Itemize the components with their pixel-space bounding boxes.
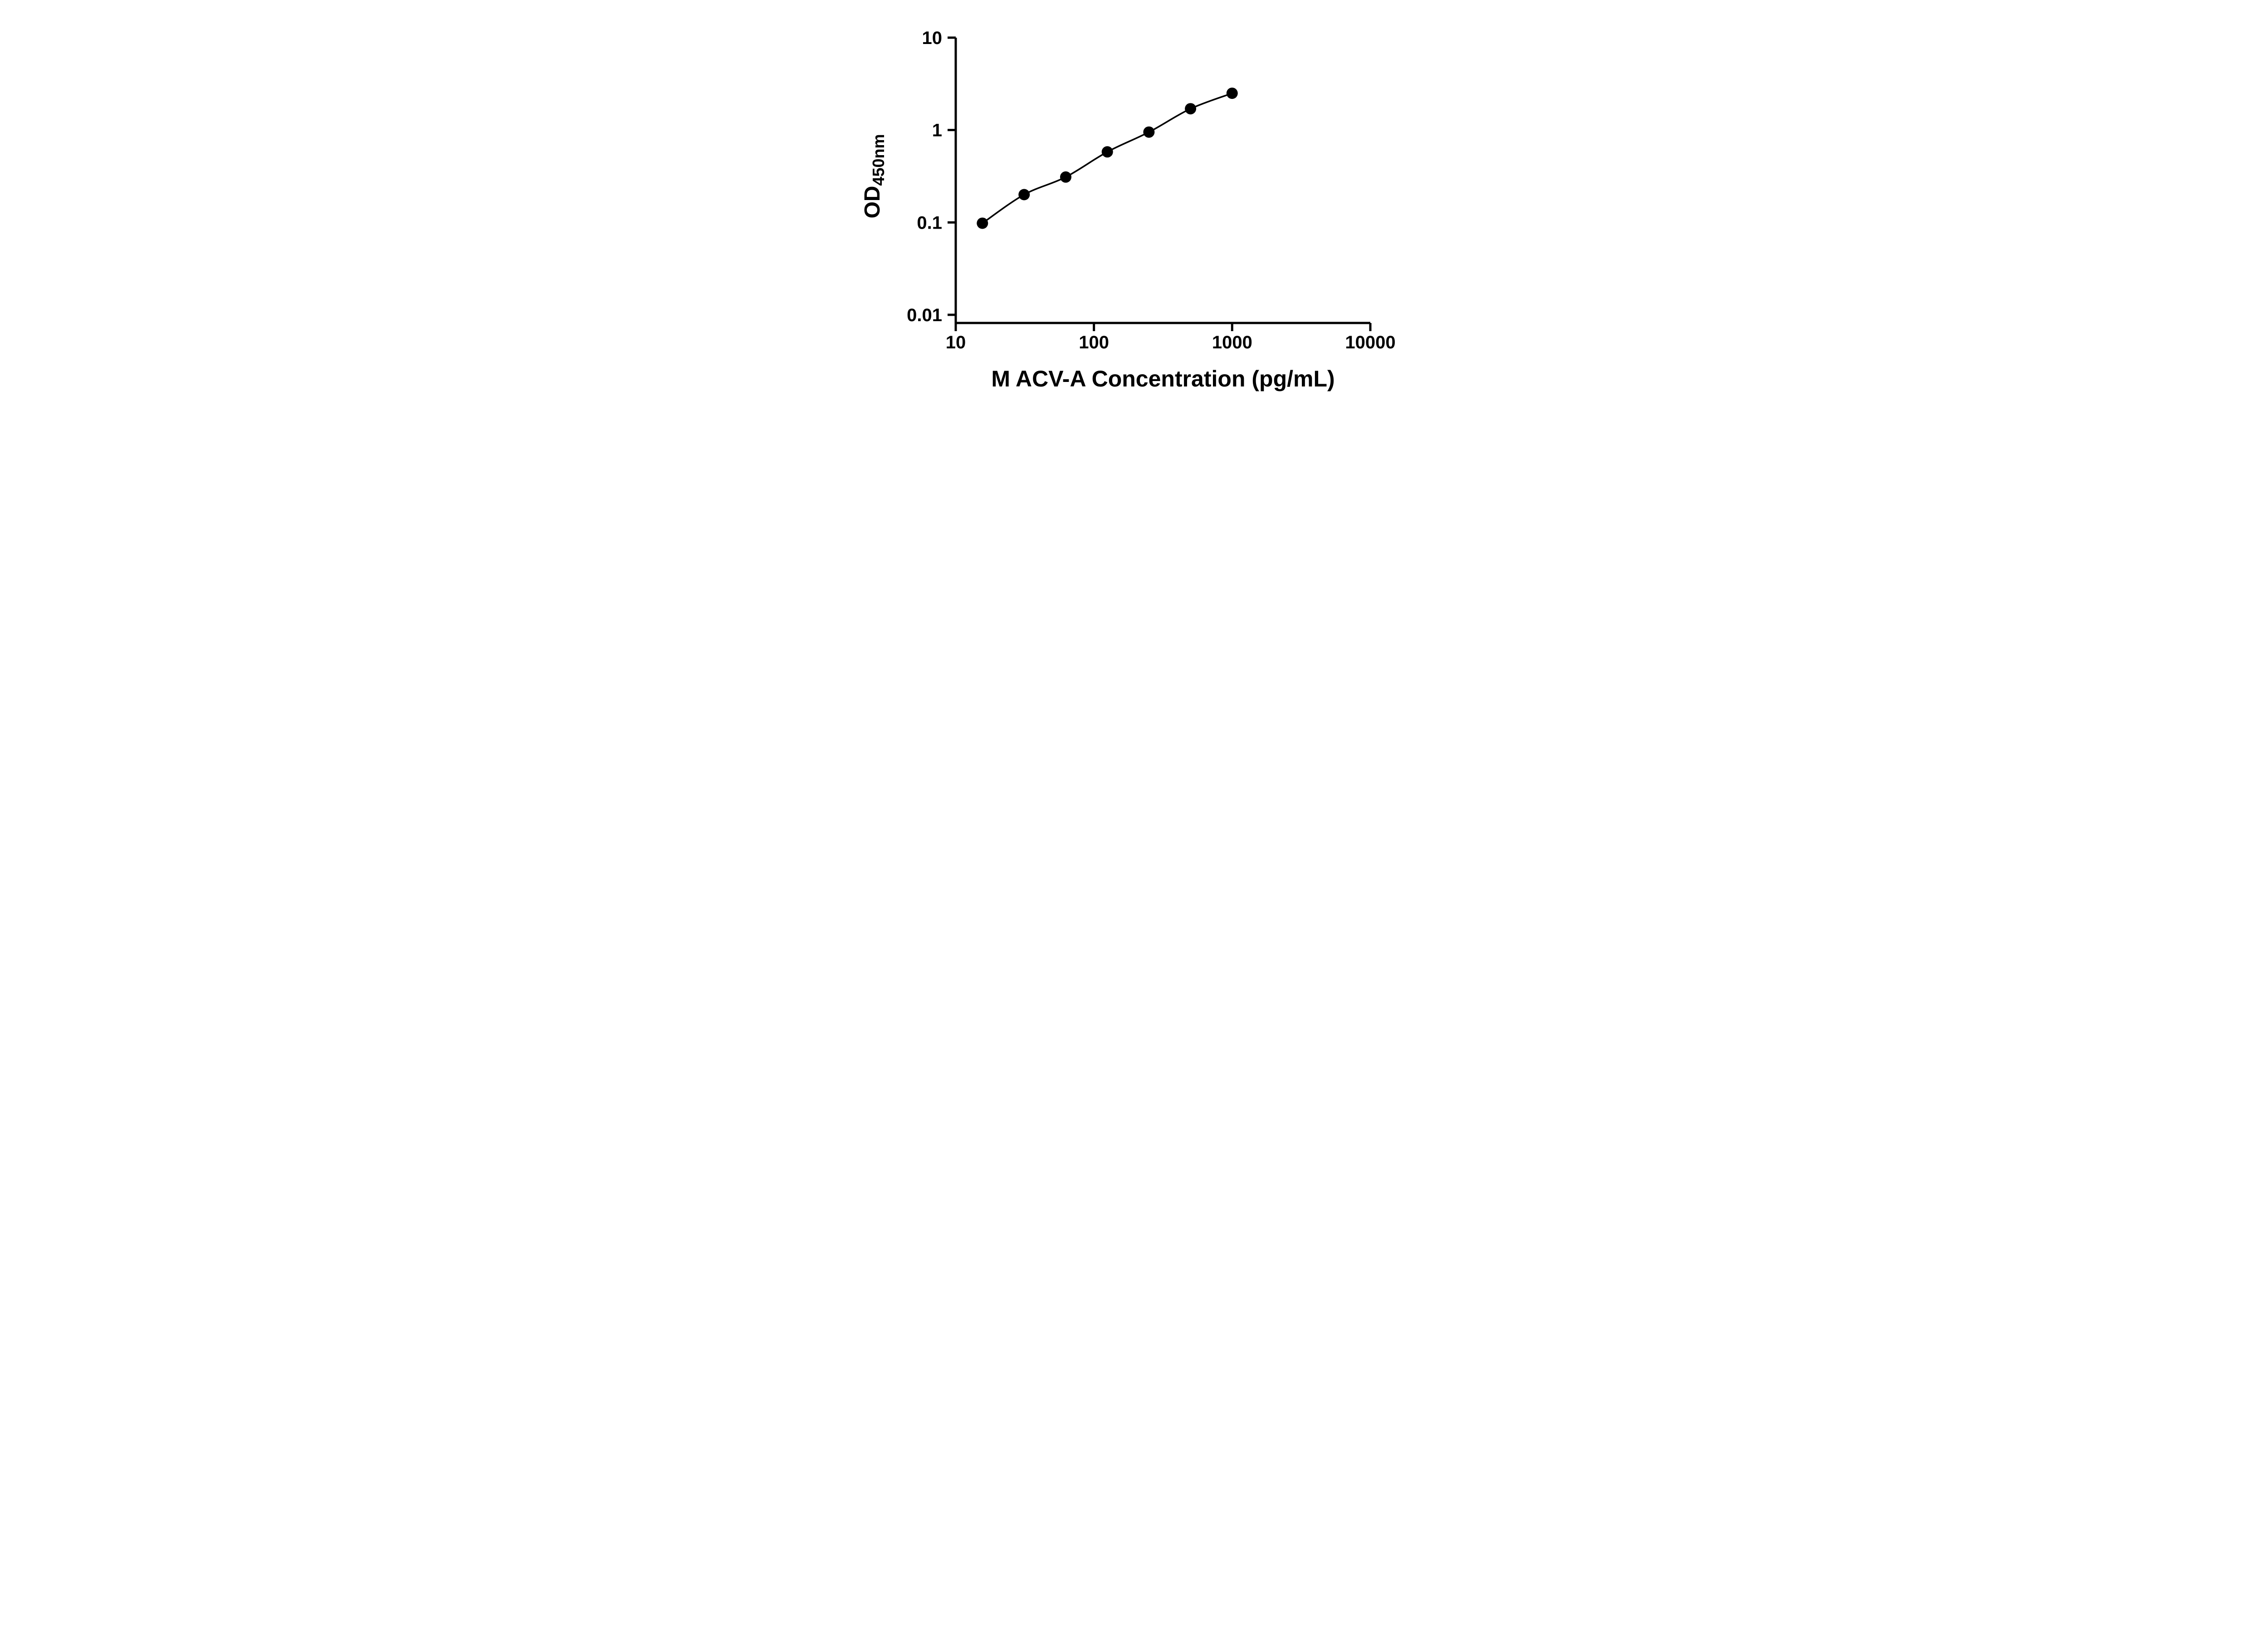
chart-container: 10 100 1000 10000 0.01 0.1 1 10 M ACV-A Concentr… (842, 0, 1426, 408)
x-tick-label: 100 (1079, 332, 1109, 352)
y-tick-label: 1 (932, 121, 942, 141)
data-point (1185, 103, 1197, 115)
fit-curve (982, 92, 1232, 224)
y-axis-title-base: OD (860, 186, 885, 219)
data-point (1060, 171, 1071, 183)
axis-spines (954, 38, 1370, 324)
x-tick-label: 1000 (1212, 332, 1252, 352)
x-tick-label: 10 (946, 332, 966, 352)
x-tick-label: 10000 (1345, 332, 1395, 352)
data-point (977, 217, 988, 229)
elisa-standard-curve-figure: 10 100 1000 10000 0.01 0.1 1 10 M ACV-A Concentr… (842, 0, 1426, 408)
data-point (1018, 189, 1030, 200)
y-tick-label: 0.01 (907, 305, 942, 325)
data-point (1226, 88, 1238, 99)
y-axis-title-subscript: 450nm (869, 134, 888, 186)
data-point (1101, 146, 1113, 158)
standard-curve-plot: 10 100 1000 10000 0.01 0.1 1 10 M ACV-A Concentr… (842, 0, 1426, 408)
y-tick-label: 10 (922, 28, 943, 48)
y-axis-title: OD450nm (860, 134, 888, 218)
data-point (1143, 126, 1155, 138)
x-axis-title: M ACV-A Concentration (pg/mL) (991, 366, 1334, 391)
y-tick-label: 0.1 (917, 213, 942, 233)
